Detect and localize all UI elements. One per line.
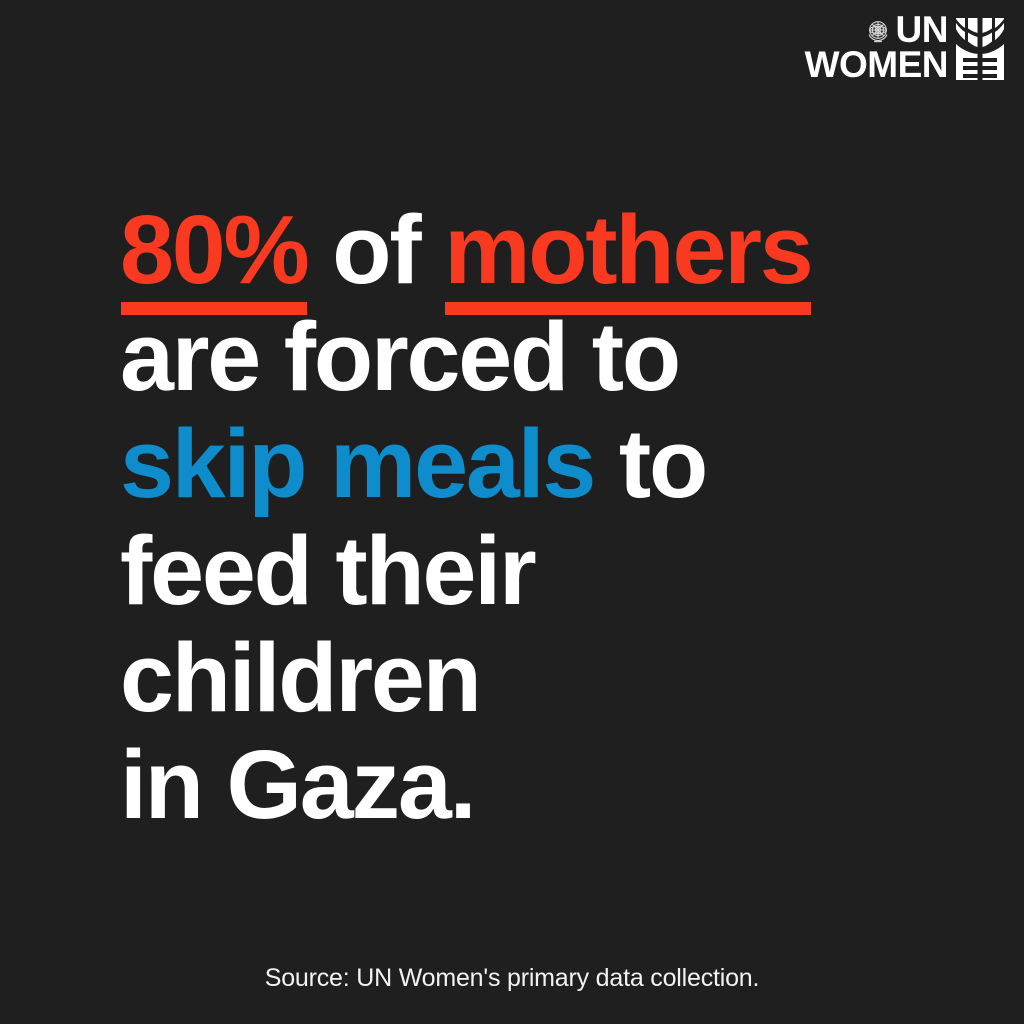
logo-line-women: WOMEN	[804, 44, 949, 86]
headline-line-2-text: are forced to	[120, 302, 681, 411]
stat-action: skip meals	[120, 409, 596, 518]
headline-line-5-text: children	[120, 623, 482, 732]
un-emblem-icon	[862, 16, 894, 48]
source-note: Source: UN Women's primary data collecti…	[264, 964, 760, 992]
logo-word-un: UN	[895, 9, 949, 50]
headline-line-3-rest: to	[594, 409, 708, 518]
logo-word-women: WOMEN	[804, 44, 949, 86]
headline-connector: of	[307, 195, 445, 304]
logo-text-column: UN WOMEN	[804, 9, 949, 86]
logo-line-un: UN	[862, 9, 949, 50]
headline-line-6-text: in Gaza.	[120, 730, 477, 839]
headline-line-5: children	[120, 624, 980, 731]
stat-subject: mothers	[444, 195, 814, 315]
headline-line-4: feed their	[120, 517, 980, 624]
headline-line-3: skip meals to	[120, 410, 980, 517]
un-women-logo: UN WOMEN	[804, 9, 1008, 86]
headline-line-4-text: feed their	[120, 516, 537, 625]
logo-row: UN WOMEN	[804, 9, 1008, 86]
headline-block: 80% of mothers are forced to skip meals …	[120, 196, 980, 838]
headline-line-1: 80% of mothers	[120, 195, 980, 315]
headline-line-2: are forced to	[120, 303, 980, 410]
stat-value: 80%	[120, 195, 310, 315]
headline-line-6: in Gaza.	[120, 731, 980, 838]
un-women-symbol-icon	[952, 14, 1008, 82]
